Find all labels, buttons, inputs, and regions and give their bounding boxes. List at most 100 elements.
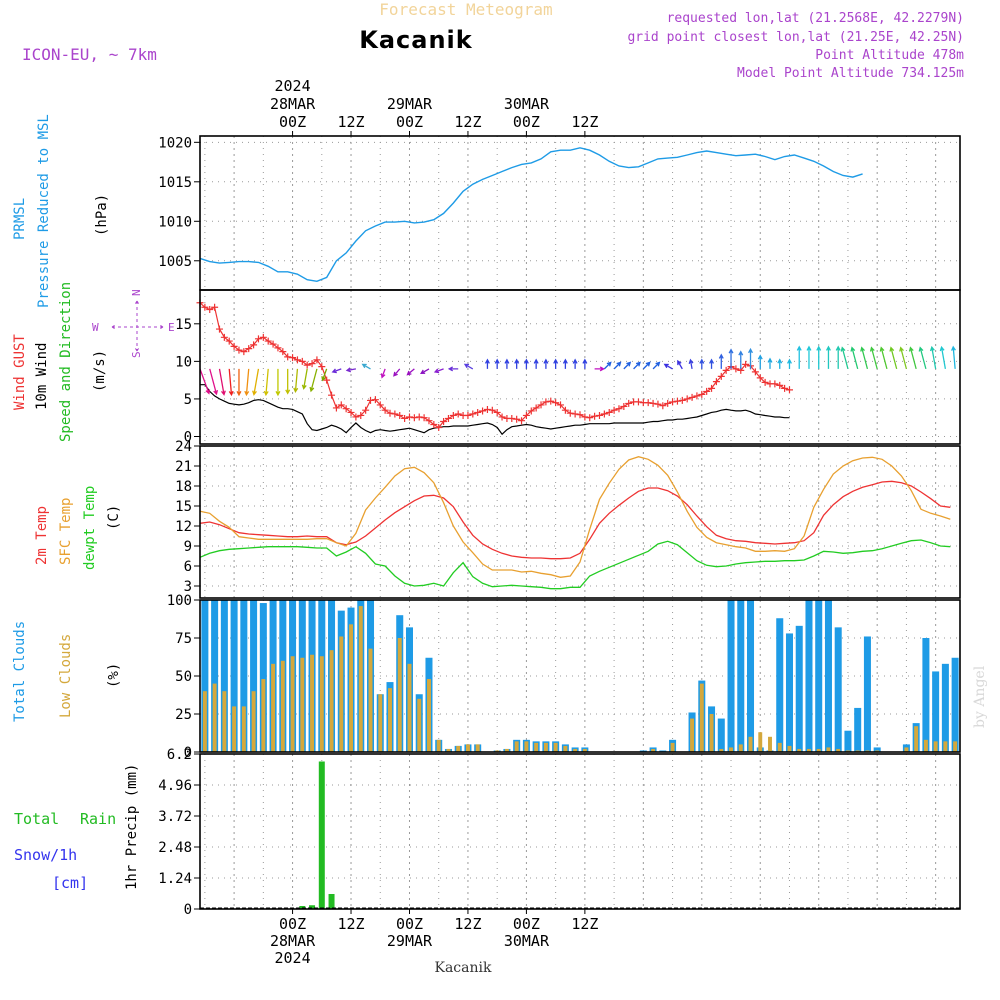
- gust-marker: [600, 410, 608, 418]
- low-cloud-bar: [261, 679, 266, 752]
- temp-unit: (C): [106, 505, 122, 530]
- wind-direction-arrow: [263, 368, 269, 397]
- low-cloud-bar: [388, 688, 392, 752]
- top-time-label: 12Z: [337, 113, 364, 131]
- wind-direction-arrow: [623, 361, 632, 370]
- low-cloud-bar: [319, 656, 324, 752]
- wind-direction-arrow: [816, 345, 822, 369]
- gust-marker: [230, 342, 238, 350]
- panel-frame-wind: [199, 289, 961, 445]
- gust-marker: [537, 401, 545, 409]
- temp-line-2: [199, 539, 951, 590]
- low-cloud-bar: [446, 748, 451, 752]
- wind-direction-arrow: [301, 368, 308, 390]
- ytick-label-temperature: 24: [175, 439, 192, 455]
- panel-frame-pressure: [199, 135, 961, 291]
- low-cloud-bar: [475, 744, 480, 752]
- low-cloud-bar: [241, 706, 246, 752]
- ytick-label-precip: 3.72: [158, 809, 192, 825]
- low-cloud-bar: [738, 744, 743, 752]
- gust-marker: [634, 398, 642, 406]
- footer-location: Kacanik: [435, 960, 492, 976]
- low-cloud-bar: [397, 638, 402, 752]
- gust-marker: [751, 368, 759, 376]
- total-cloud-bar: [951, 657, 959, 752]
- rain-bar: [318, 761, 325, 909]
- low-cloud-bar: [670, 742, 675, 752]
- model-label: ICON-EU, ~ 7km: [22, 45, 157, 64]
- low-cloud-bar: [202, 691, 207, 752]
- gust-marker: [284, 353, 292, 361]
- model-altitude: Model Point Altitude 734.125m: [737, 66, 964, 81]
- gust-marker: [673, 397, 681, 405]
- wind-direction-arrow: [879, 346, 888, 370]
- gust-marker: [527, 407, 535, 415]
- total-cloud-bar: [717, 718, 725, 752]
- gust-marker: [259, 333, 267, 341]
- wind-direction-arrow: [406, 368, 415, 376]
- gust-marker: [279, 348, 287, 356]
- wind-direction-arrow: [209, 368, 219, 396]
- gust-marker: [215, 325, 223, 333]
- total-cloud-bar: [863, 636, 871, 752]
- cloud-label-low: Low Clouds: [58, 634, 74, 718]
- gust-marker: [722, 366, 730, 374]
- ytick-label-clouds: 50: [175, 669, 192, 685]
- cloud-label-total: Total Clouds: [12, 621, 28, 722]
- gust-marker: [308, 360, 316, 368]
- gust-marker: [430, 420, 438, 428]
- compass-n: N: [130, 289, 143, 296]
- ytick-label-precip: 4.96: [158, 778, 192, 794]
- gust-marker: [303, 361, 311, 369]
- gust-marker: [756, 374, 764, 382]
- gust-marker: [347, 408, 355, 416]
- total-cloud-bar: [250, 600, 258, 752]
- gust-marker: [440, 417, 448, 425]
- low-cloud-bar: [904, 747, 909, 752]
- ytick-label-clouds: 0: [184, 745, 192, 761]
- low-cloud-bar: [826, 747, 831, 752]
- wind-direction-arrow: [361, 363, 371, 370]
- ytick-label-clouds: 75: [175, 631, 192, 647]
- gust-marker: [781, 384, 789, 392]
- gust-marker: [664, 399, 672, 407]
- low-cloud-bar: [943, 741, 948, 752]
- wind-direction-arrow: [728, 348, 734, 369]
- gust-marker: [464, 411, 472, 419]
- total-cloud-bar: [785, 633, 793, 752]
- gust-marker: [513, 415, 521, 423]
- pressure-label-2: Pressure Reduced to MSL: [36, 114, 52, 308]
- precip-label-total: Total: [14, 810, 59, 828]
- low-cloud-bar: [953, 741, 958, 752]
- ytick-label-pressure: 1020: [158, 135, 192, 151]
- top-time-label: 00Z: [279, 113, 306, 131]
- gust-marker: [201, 303, 209, 311]
- total-cloud-bar: [834, 627, 842, 752]
- low-cloud-bar: [339, 636, 344, 752]
- low-cloud-bar: [271, 663, 276, 752]
- low-cloud-bar: [465, 744, 470, 752]
- total-cloud-bar: [815, 600, 823, 752]
- gust-marker: [264, 337, 272, 345]
- gust-marker: [654, 400, 662, 408]
- total-cloud-bar: [737, 600, 745, 752]
- ytick-label-temperature: 21: [175, 459, 192, 475]
- gust-marker: [386, 409, 394, 417]
- gust-marker: [474, 408, 482, 416]
- low-cloud-bar: [758, 732, 763, 752]
- low-cloud-bar: [699, 683, 704, 752]
- wind-direction-arrow: [688, 358, 694, 369]
- gust-marker: [342, 405, 350, 413]
- wind-direction-arrow: [504, 358, 510, 369]
- gust-marker: [532, 404, 540, 412]
- total-cloud-bar: [211, 600, 219, 752]
- gust-marker: [776, 381, 784, 389]
- low-cloud-bar: [553, 742, 558, 752]
- gust-marker: [206, 306, 214, 314]
- wind-direction-arrow: [572, 358, 578, 369]
- wind-direction-arrow: [899, 346, 908, 370]
- precip-label-rain: Rain: [80, 810, 116, 828]
- total-cloud-bar: [873, 747, 881, 752]
- gust-marker: [595, 411, 603, 419]
